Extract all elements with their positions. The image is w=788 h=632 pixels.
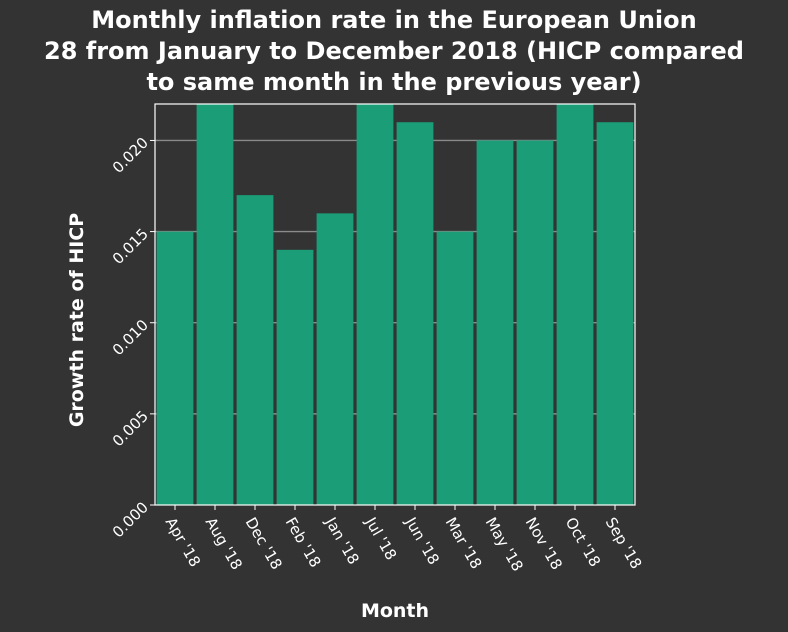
x-tick-label: Feb '18: [282, 514, 325, 570]
y-tick-label: 0.005: [109, 407, 152, 450]
bar: [396, 122, 434, 506]
x-tick-label: Apr '18: [162, 514, 205, 570]
x-tick-label: Jan '18: [321, 513, 363, 567]
y-axis-label: Growth rate of HICP: [66, 213, 88, 427]
chart-title-line-1: Monthly inflation rate in the European U…: [91, 6, 696, 34]
bar: [556, 104, 594, 505]
x-tick-label: Nov '18: [522, 514, 566, 573]
y-axis-ticks: 0.000 0.005 0.010 0.015 0.020: [109, 134, 155, 541]
bar: [436, 231, 474, 505]
x-tick-label: Jul '18: [361, 513, 400, 563]
bars: [156, 104, 634, 506]
chart-title-line-3: to same month in the previous year): [146, 68, 641, 96]
bar: [236, 195, 274, 506]
bar: [316, 213, 354, 505]
x-axis-label: Month: [361, 600, 429, 622]
x-tick-label: Sep '18: [602, 514, 646, 572]
y-tick-label: 0.020: [109, 134, 152, 177]
y-tick-label: 0.010: [109, 316, 152, 359]
bar: [196, 104, 234, 505]
x-tick-label: Jun '18: [401, 513, 443, 567]
bar: [156, 231, 194, 505]
chart-title: Monthly inflation rate in the European U…: [44, 6, 744, 96]
chart-title-line-2: 28 from January to December 2018 (HICP c…: [44, 37, 744, 65]
bar: [516, 140, 554, 506]
x-tick-label: Oct '18: [562, 514, 605, 570]
bar: [276, 249, 314, 505]
y-tick-label: 0.000: [109, 498, 152, 541]
bar: [356, 104, 394, 505]
bar: [596, 122, 634, 506]
gridlines: [155, 139, 635, 415]
bar: [476, 140, 514, 506]
y-tick-label: 0.015: [109, 225, 152, 268]
plot-frame: [154, 103, 636, 506]
x-tick-label: Dec '18: [242, 514, 286, 572]
x-tick-label: May '18: [482, 514, 527, 574]
x-tick-label: Mar '18: [442, 514, 486, 572]
x-tick-label: Aug '18: [202, 514, 246, 573]
